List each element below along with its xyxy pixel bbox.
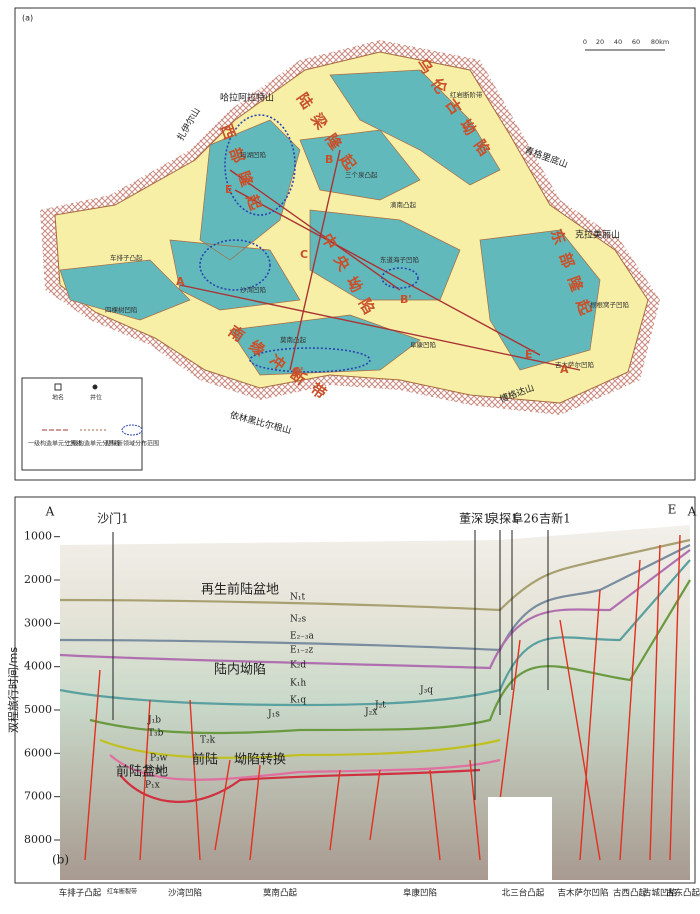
label: (a) [22,14,33,23]
label: C' [292,365,303,378]
label: 二级构造单元分界线 [66,440,120,448]
label: 勘探新领域分布范围 [105,440,159,448]
label: A' [560,363,572,376]
label: P₁x [145,781,160,791]
label: C [300,248,308,261]
label: E [225,183,233,196]
label: 20 [596,38,604,46]
label: 前陆盆地 [116,764,168,780]
label: 吉新1 [539,511,571,526]
label: (b) [52,853,69,867]
label: T₃b [148,729,164,739]
label: 车排子凸起 [110,253,143,262]
label: 坳陷转换 [234,753,286,768]
y-tick-label: 4000 [24,660,52,673]
label: 哈拉阿拉特山 [220,92,274,104]
label: N₁t [290,593,305,603]
label: A [45,505,55,519]
label: 前陆 [192,752,218,768]
label: 北三台凸起 [502,888,545,899]
label: 泉探1 [487,512,519,526]
legend-boxes [21,377,143,471]
label: E [668,503,677,517]
label: 莫南凸起 [280,335,307,344]
label: 红岩断阶带 [450,90,483,99]
label: 东道海子凹陷 [380,255,419,264]
blank-area [488,797,552,883]
label: K₂d [290,661,306,671]
label: J₁b [147,716,161,726]
depressions [59,69,601,376]
label: J₂t [374,701,386,711]
y-tick-label: 6000 [24,746,52,759]
label: 车排子凸起 [59,888,102,899]
label: P₂w [145,766,163,776]
y-tick-label: 7000 [24,790,52,803]
label: 地名 [52,394,64,402]
label: 阜26 [511,512,538,526]
label: T₂k [200,736,216,746]
label: N₂s [290,615,306,625]
label: E₁₋₂z [290,646,314,656]
y-tick-label: 8000 [24,833,52,846]
label: J₁s [267,710,280,720]
label: 0 [583,38,587,46]
section-lines [179,149,581,371]
y-tick-label: 3000 [24,616,52,629]
label: 古东凸起 [666,888,700,899]
label: 三个泉凸起 [345,170,378,179]
label: B [325,153,333,166]
label: 董深1 [459,512,491,526]
label: J₂x [364,708,377,718]
label: A [687,505,697,519]
label: 陆内坳陷 [214,662,266,678]
exploration-areas [199,114,419,373]
label: 吉木萨尔凹陷 [555,360,594,369]
seismic-bg [60,525,690,880]
y-tick-label: 2000 [24,573,52,586]
label: E' [525,348,536,361]
label: 井位 [90,394,102,402]
label: 滴南凸起 [390,200,417,209]
label: 红车断裂带 [107,888,137,896]
faults [84,534,681,861]
label: 60 [632,38,640,46]
y-tick-label: 1000 [24,530,52,543]
label: 沙门1 [97,511,129,526]
label: 沙湾凹陷 [168,888,202,899]
label: 玛湖凹陷 [240,150,266,159]
label: 80km [651,38,669,46]
label: E₂₋₃a [290,632,315,642]
label: A [176,275,185,288]
label: 莫南凸起 [263,888,298,899]
label: B' [400,293,412,306]
label: 沙湾凹陷 [240,285,266,294]
label: 四棵树凹陷 [105,305,138,314]
label: 40 [614,38,622,46]
label: 根根窝子凹陷 [590,300,629,309]
label: J₃q [419,686,433,696]
label: 克拉美丽山 [575,229,620,241]
label: P₃w [150,754,168,764]
label: 阜康凹陷 [403,888,437,899]
label: K₁q [290,696,306,706]
label: 古西凸起 [613,888,648,899]
label: 古城凹陷 [643,888,677,899]
horizons [59,538,691,803]
label: 再生前陆盆地 [201,582,279,598]
label: 双程旅行时间/ms [6,647,20,733]
label: 吉木萨尔凹陷 [557,888,608,899]
well-lines [112,530,549,800]
label: 阜康凹陷 [410,340,436,349]
label: K₁h [290,679,306,689]
label: 一级构造单元分界线 [28,440,82,448]
y-tick-label: 5000 [24,703,52,716]
